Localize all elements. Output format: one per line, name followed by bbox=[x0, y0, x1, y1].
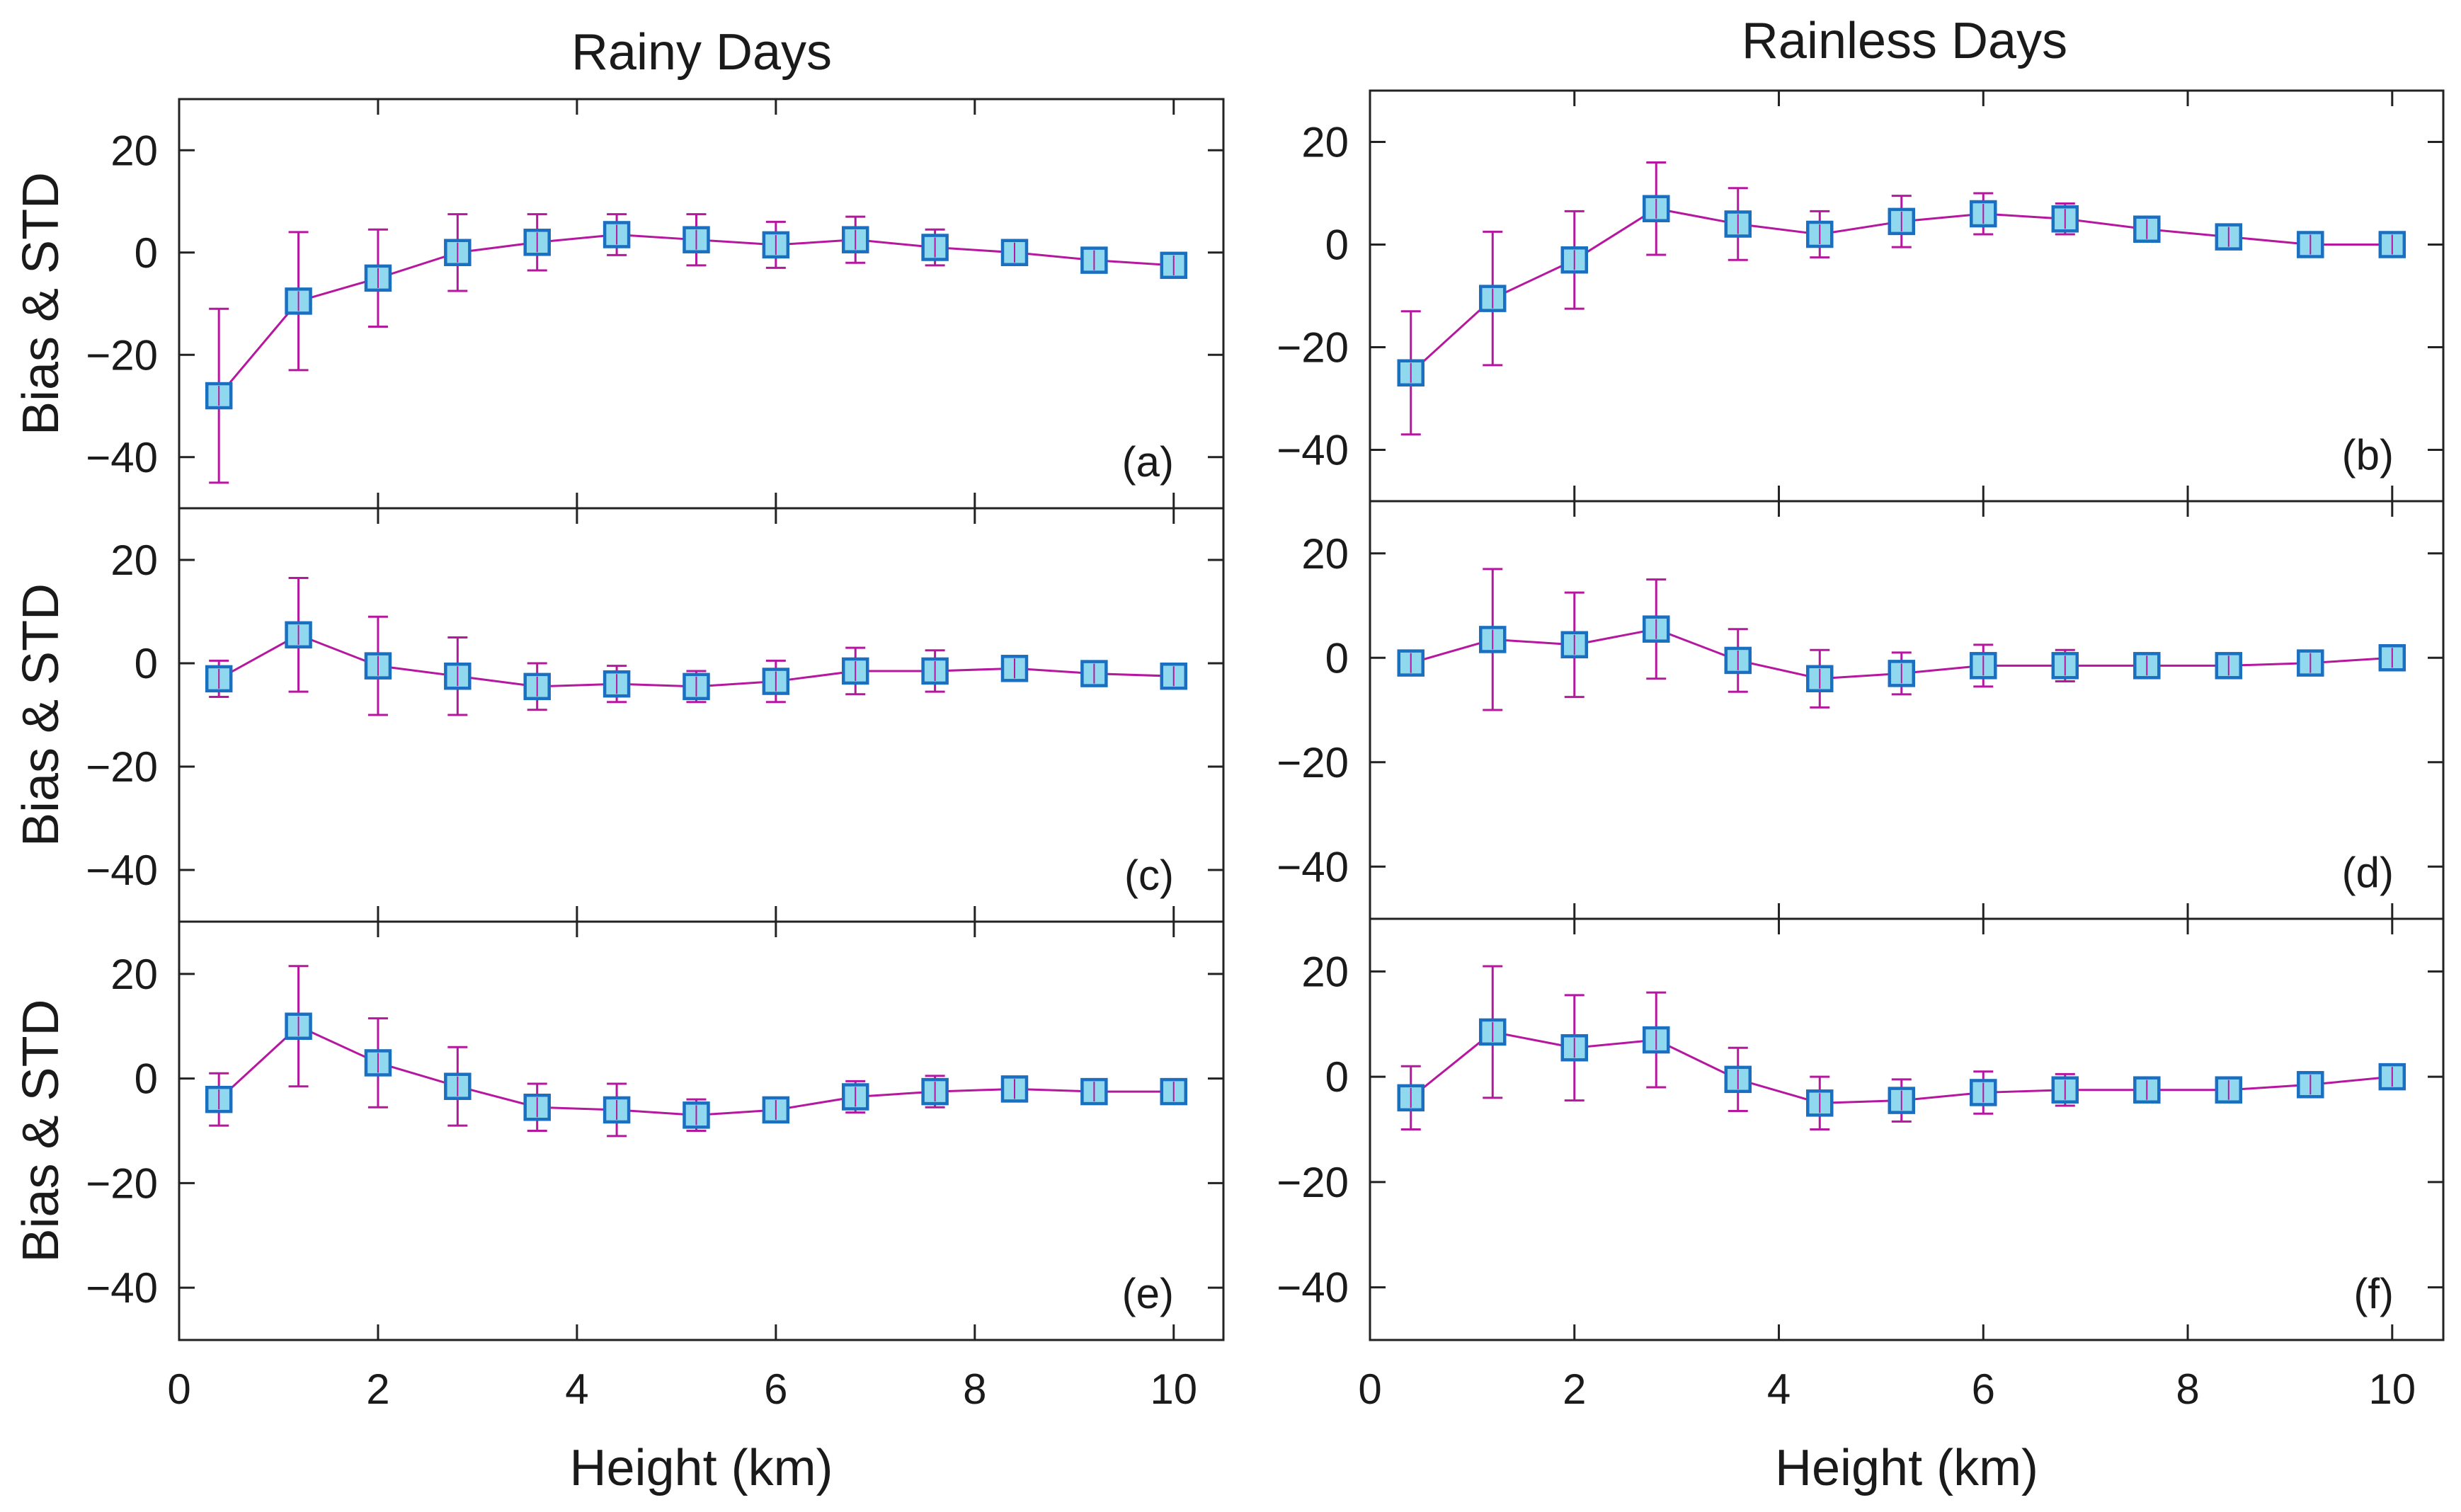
panel-b: 20 0 −20 −40 (b) bbox=[1277, 89, 2445, 503]
y-axis-label: Bias & STD bbox=[13, 583, 69, 847]
y-tick-label: −20 bbox=[86, 331, 158, 379]
y-axis-label: Bias & STD bbox=[13, 999, 69, 1262]
y-tick-label: −20 bbox=[1277, 1159, 1349, 1206]
y-tick-label: 20 bbox=[1301, 530, 1349, 578]
y-tick-label: 0 bbox=[135, 1055, 158, 1103]
axes-frame bbox=[178, 507, 1225, 923]
y-tick-label: −40 bbox=[1277, 427, 1349, 474]
x-axis-label: Height (km) bbox=[1775, 1440, 2038, 1496]
x-tick-label: 8 bbox=[963, 1365, 986, 1413]
axes-frame bbox=[178, 98, 1225, 510]
y-axis-label: Bias & STD bbox=[13, 172, 69, 435]
y-tick-label: 20 bbox=[110, 951, 158, 998]
panel-c: 20 0 −20 −40 Bias & STD (c) bbox=[13, 507, 1225, 923]
x-tick-label: 6 bbox=[764, 1365, 787, 1413]
x-tick-label: 0 bbox=[167, 1365, 190, 1413]
x-tick-label: 6 bbox=[1972, 1365, 1995, 1413]
y-tick-label: 20 bbox=[110, 127, 158, 174]
panel-d: 20 0 −20 −40 (d) bbox=[1277, 500, 2445, 920]
panel-a: 20 0 −20 −40 Bias & STD (a) bbox=[13, 98, 1225, 510]
panel-label: (a) bbox=[1122, 438, 1174, 486]
y-tick-label: −20 bbox=[86, 743, 158, 791]
x-tick-label: 10 bbox=[1150, 1365, 1197, 1413]
axes-frame bbox=[1369, 917, 2445, 1341]
x-axis-label: Height (km) bbox=[569, 1440, 833, 1496]
panel-label: (f) bbox=[2353, 1270, 2394, 1317]
y-tick-label: −40 bbox=[86, 1264, 158, 1312]
y-tick-label: 0 bbox=[1325, 1053, 1349, 1101]
y-tick-label: 20 bbox=[1301, 119, 1349, 166]
x-tick-label: 2 bbox=[1563, 1365, 1586, 1413]
panel-label: (b) bbox=[2342, 431, 2394, 479]
column-title-left: Rainy Days bbox=[571, 24, 832, 81]
x-tick-label: 2 bbox=[366, 1365, 389, 1413]
y-tick-label: −40 bbox=[1277, 1264, 1349, 1312]
column-title-right: Rainless Days bbox=[1742, 13, 2067, 69]
panel-label: (d) bbox=[2342, 849, 2394, 896]
panel-f: 20 0 −20 −40 0 2 4 6 8 10 Height (km) (f) bbox=[1277, 917, 2445, 1496]
x-tick-label: 4 bbox=[1767, 1365, 1791, 1413]
y-tick-label: 0 bbox=[135, 229, 158, 277]
y-tick-label: 20 bbox=[110, 537, 158, 584]
axes-frame bbox=[1369, 89, 2445, 503]
x-tick-label: 0 bbox=[1358, 1365, 1381, 1413]
x-tick-label: 8 bbox=[2176, 1365, 2199, 1413]
axes-frame bbox=[178, 920, 1225, 1341]
y-tick-label: −20 bbox=[1277, 739, 1349, 786]
panel-label: (c) bbox=[1124, 852, 1174, 899]
y-tick-label: −40 bbox=[86, 434, 158, 481]
x-tick-label: 10 bbox=[2368, 1365, 2416, 1413]
y-tick-label: −40 bbox=[1277, 843, 1349, 890]
x-tick-label: 4 bbox=[565, 1365, 588, 1413]
panel-e: 20 0 −20 −40 0 2 4 6 8 10 Bias & STD Height (km) (e) bbox=[13, 920, 1225, 1496]
y-tick-label: 0 bbox=[1325, 222, 1349, 269]
axes-frame bbox=[1369, 500, 2445, 920]
y-tick-label: −20 bbox=[86, 1159, 158, 1207]
y-tick-label: 20 bbox=[1301, 948, 1349, 995]
y-tick-label: 0 bbox=[1325, 634, 1349, 682]
y-tick-label: −20 bbox=[1277, 324, 1349, 372]
panel-label: (e) bbox=[1122, 1270, 1174, 1317]
y-tick-label: 0 bbox=[135, 640, 158, 687]
y-tick-label: −40 bbox=[86, 847, 158, 894]
